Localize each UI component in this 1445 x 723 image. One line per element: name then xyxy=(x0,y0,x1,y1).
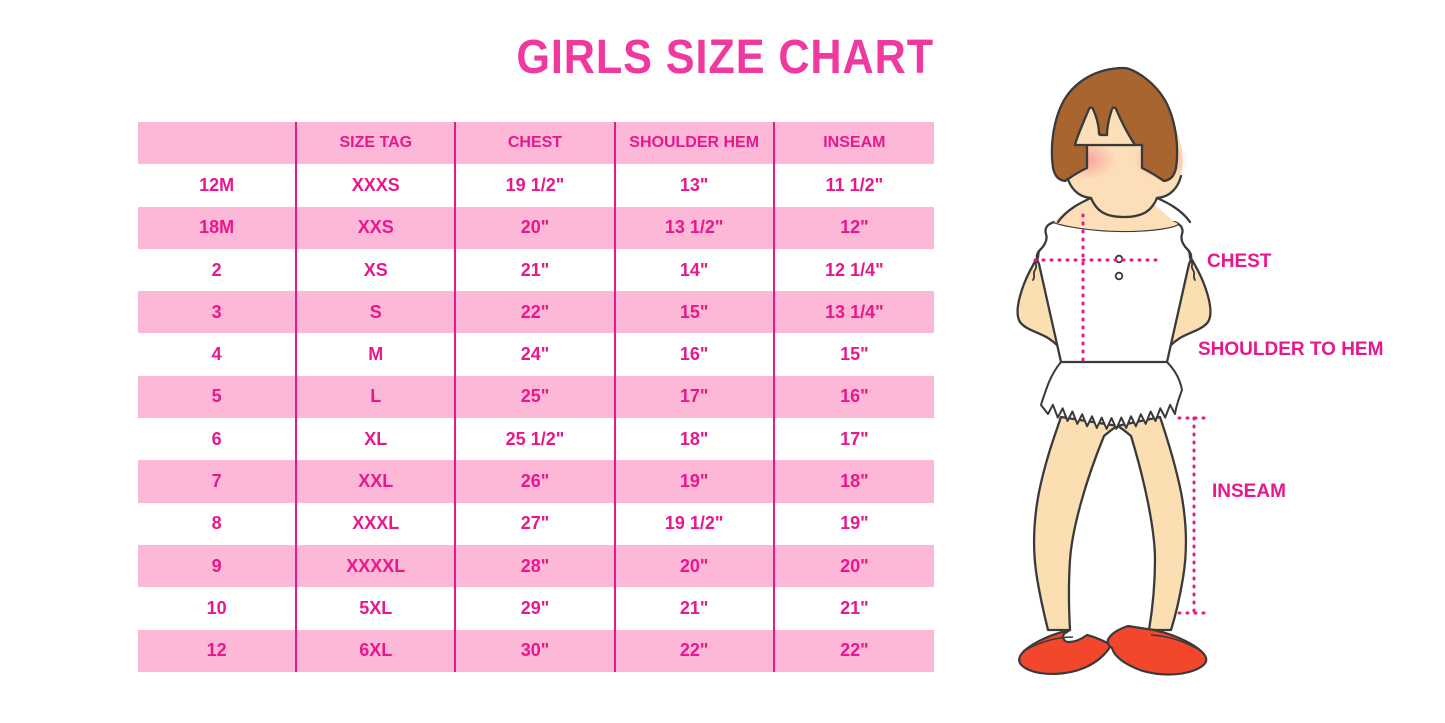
svg-text:SHOULDER TO HEM: SHOULDER TO HEM xyxy=(1198,339,1383,360)
svg-text:CHEST: CHEST xyxy=(1207,251,1272,272)
svg-text:INSEAM: INSEAM xyxy=(1212,481,1286,502)
